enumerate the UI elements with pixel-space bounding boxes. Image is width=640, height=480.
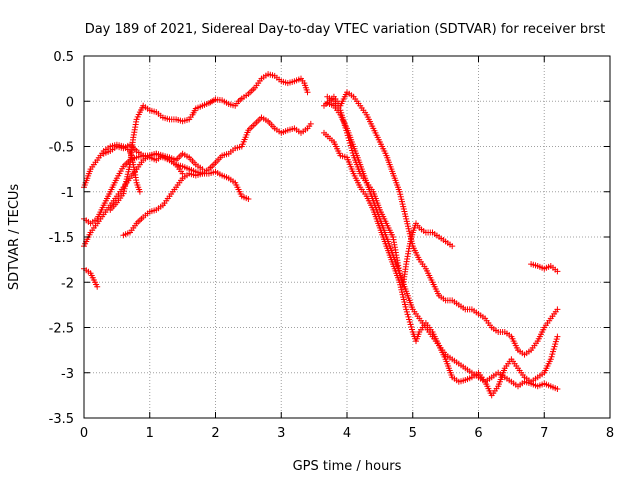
series-sat-h (321, 129, 561, 399)
x-tick-label: 6 (474, 426, 482, 441)
y-tick-label: -0.5 (49, 141, 74, 156)
series-sat-c (81, 150, 252, 227)
x-tick-label: 7 (540, 426, 548, 441)
y-tick-label: -3.5 (49, 412, 74, 427)
series-sat-l (528, 261, 561, 275)
y-axis-label: SDTVAR / TECUs (7, 184, 22, 291)
series-markers (324, 93, 456, 290)
x-tick-label: 3 (277, 426, 285, 441)
x-tick-label: 5 (409, 426, 417, 441)
x-tick-label: 1 (146, 426, 154, 441)
x-axis-label: GPS time / hours (293, 459, 402, 474)
y-tick-label: -1.5 (49, 231, 74, 246)
series-markers (81, 150, 252, 227)
series-sat-g (100, 141, 206, 173)
series-markers (324, 100, 561, 392)
y-tick-label: -2 (61, 276, 74, 291)
series-markers (321, 129, 561, 399)
series-sat-j (324, 100, 561, 392)
x-tick-label: 8 (606, 426, 614, 441)
y-tick-label: 0 (66, 95, 74, 110)
x-tick-label: 4 (343, 426, 351, 441)
series-sat-f (120, 114, 314, 239)
series-markers (120, 114, 314, 239)
y-tick-label: 0.5 (53, 50, 74, 65)
series-markers (100, 141, 206, 173)
series-markers (528, 261, 561, 275)
plot-points (81, 71, 561, 399)
series-markers (321, 89, 561, 358)
x-tick-label: 0 (80, 426, 88, 441)
y-tick-label: -1 (61, 186, 74, 201)
series-sat-i (321, 89, 561, 358)
grid (84, 56, 610, 418)
axis-ticks: 0 1 2 3 4 5 6 7 8 0.5 0 -0.5 -1 -1.5 -2 -2.5 -3 -3.5 (49, 50, 615, 441)
x-tick-label: 2 (211, 426, 219, 441)
y-tick-label: -2.5 (49, 322, 74, 337)
series-sat-k (324, 93, 456, 290)
y-tick-label: -3 (61, 367, 74, 382)
chart-title: Day 189 of 2021, Sidereal Day-to-day VTE… (85, 22, 606, 37)
